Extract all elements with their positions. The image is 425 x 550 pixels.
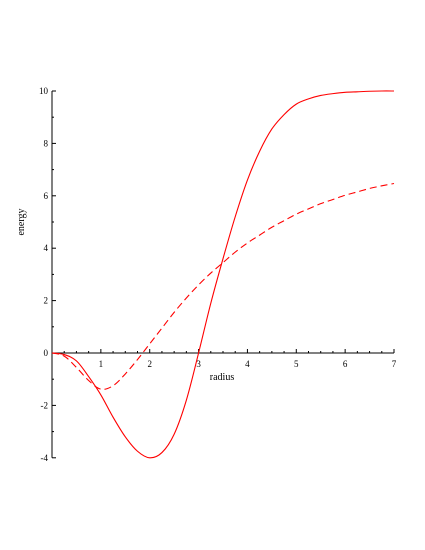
y-tick-label: 2 xyxy=(44,296,49,306)
x-tick-label: 2 xyxy=(147,359,152,369)
x-axis-title: radius xyxy=(210,372,235,383)
y-tick-label: 0 xyxy=(44,348,49,358)
y-tick-label: 6 xyxy=(44,191,49,201)
y-tick-label: -2 xyxy=(41,400,49,410)
y-tick-label: 8 xyxy=(44,138,49,148)
series-line-dashed xyxy=(51,182,395,390)
x-tick-label: 6 xyxy=(343,359,348,369)
x-tick-label: 7 xyxy=(392,359,397,369)
x-tick-label: 5 xyxy=(294,359,299,369)
y-tick-label: -4 xyxy=(41,453,49,463)
y-axis-title: energy xyxy=(16,208,27,235)
y-tick-label: 10 xyxy=(39,86,49,96)
x-tick-label: 4 xyxy=(245,359,250,369)
y-tick-label: 4 xyxy=(44,243,49,253)
series-layer xyxy=(51,90,395,459)
labels-layer: radius energy xyxy=(16,208,234,383)
series-line-solid xyxy=(51,90,395,459)
x-tick-label: 1 xyxy=(99,359,104,369)
x-tick-label: 3 xyxy=(196,359,201,369)
